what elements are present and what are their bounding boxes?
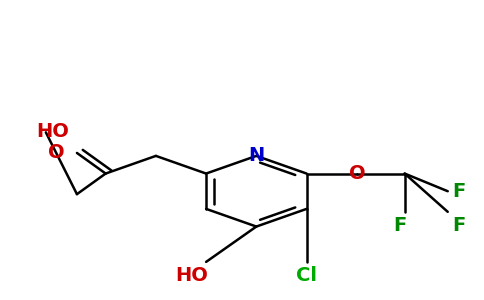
Text: Cl: Cl <box>296 266 317 285</box>
Text: O: O <box>348 164 365 183</box>
Text: N: N <box>248 146 264 165</box>
Text: F: F <box>453 216 466 235</box>
Text: F: F <box>453 182 466 201</box>
Text: O: O <box>48 143 65 162</box>
Text: HO: HO <box>175 266 208 285</box>
Text: HO: HO <box>37 122 69 141</box>
Text: F: F <box>393 216 407 235</box>
